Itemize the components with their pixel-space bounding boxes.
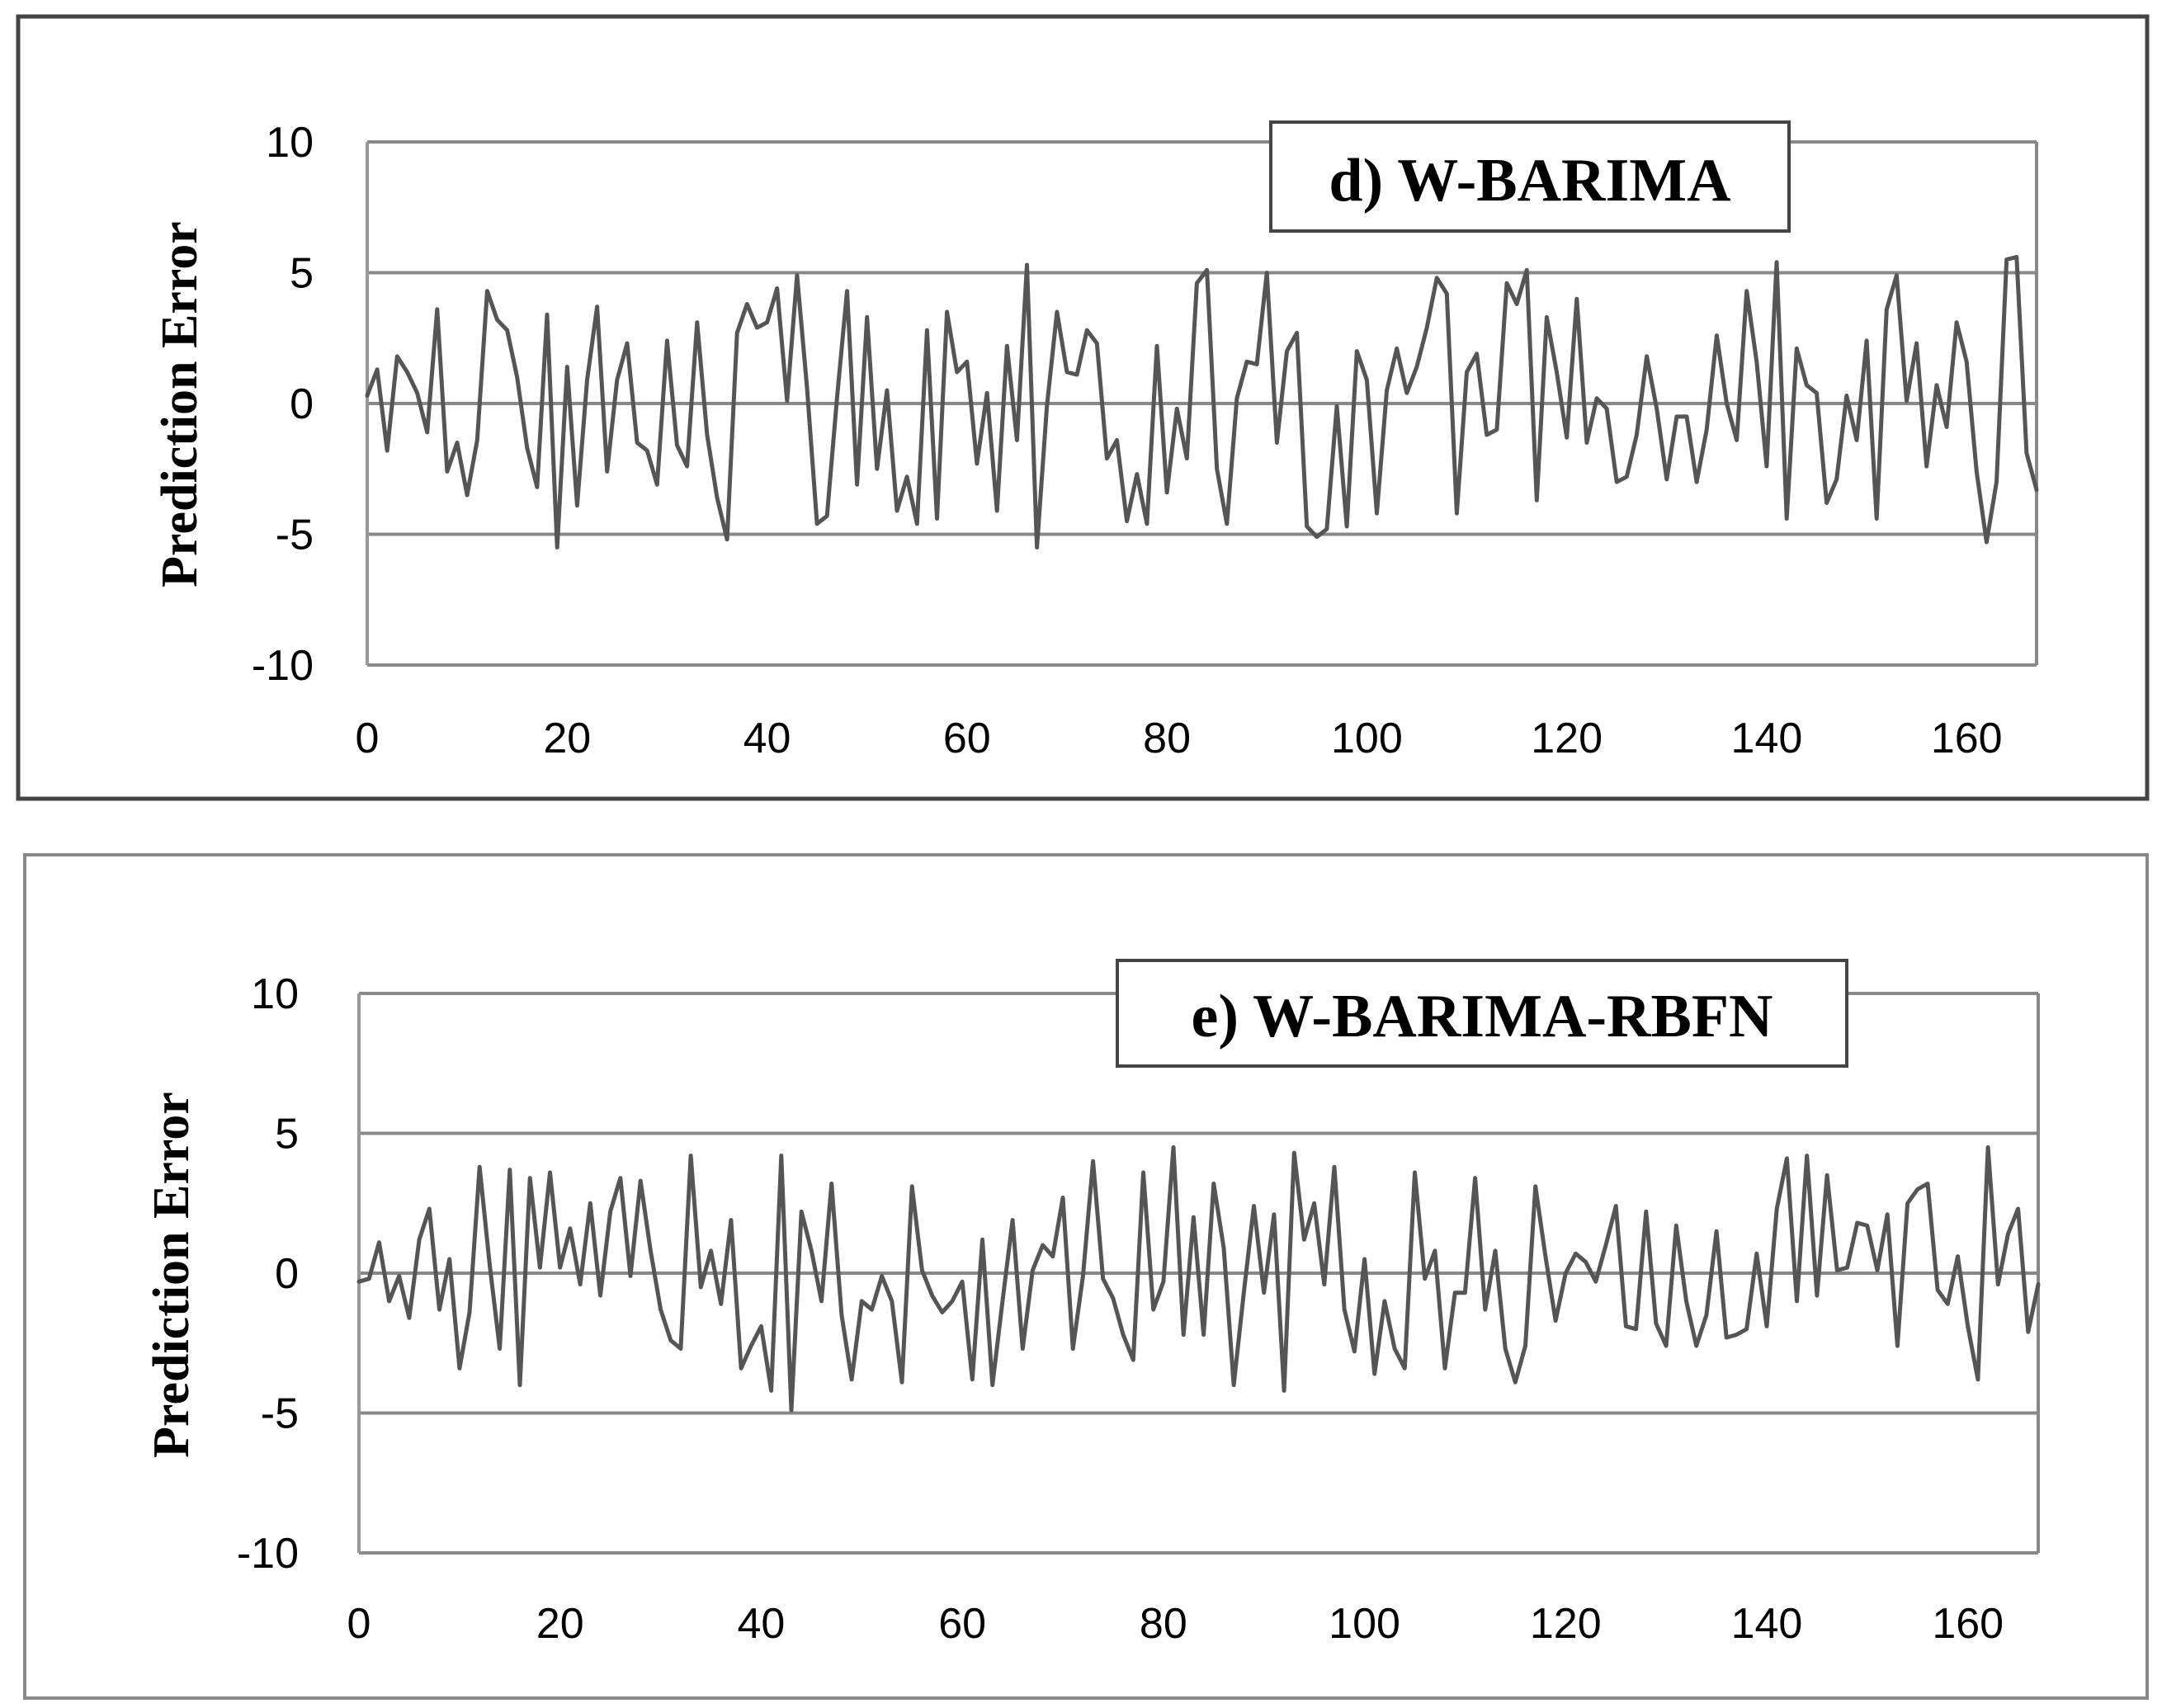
panel-e-x-tick-label: 60 [938, 1600, 986, 1648]
panel-e-x-tick-label: 100 [1329, 1600, 1400, 1648]
panel-d-y-tick-label: 5 [290, 250, 314, 298]
panel-e-series-line [356, 1145, 2041, 1413]
panel-e-title-box: e) W-BARIMA-RBFN [1116, 959, 1848, 1068]
panel-d-x-tick-label: 60 [943, 715, 991, 762]
panel-e-x-tick-label: 140 [1731, 1600, 1803, 1648]
panel-d-x-tick-label: 100 [1331, 715, 1403, 762]
panel-d-x-tick-label: 80 [1143, 715, 1191, 762]
panel-d-title-box: d) W-BARIMA [1269, 120, 1791, 233]
panel-d-y-tick-label: -10 [252, 642, 314, 690]
panel-d-x-tick-label: 40 [743, 715, 791, 762]
panel-d-x-tick-label: 160 [1931, 715, 2003, 762]
panel-e-y-tick-label: 5 [275, 1111, 299, 1158]
panel-d-series-line [365, 255, 2039, 550]
panel-e-x-tick-label: 0 [347, 1600, 371, 1648]
panel-d-ylabel: Prediction Error [152, 221, 208, 587]
panel-d-y-tick-label: -5 [276, 512, 314, 559]
panel-e-x-tick-label: 20 [536, 1600, 584, 1648]
panel-e-y-tick-label: 0 [275, 1250, 299, 1298]
panel-d-title: d) W-BARIMA [1329, 147, 1730, 215]
panel-d-x-tick-label: 140 [1731, 715, 1803, 762]
panel-e-x-tick-label: 120 [1530, 1600, 1602, 1648]
panel-d-y-tick-label: 10 [266, 119, 314, 167]
panel-d-x-tick-label: 0 [356, 715, 380, 762]
panel-e-plot-area: 10 5 0 -5 -10 0 20 40 60 80 100 120 140 160 [237, 970, 2041, 1648]
panel-e-y-tick-label: 10 [251, 970, 299, 1018]
panel-d-x-tick-label: 120 [1531, 715, 1603, 762]
panel-d-x-tick-label: 20 [543, 715, 591, 762]
panel-d-frame [16, 14, 2150, 801]
panel-e-title: e) W-BARIMA-RBFN [1192, 983, 1773, 1050]
panel-d-plot-area: 10 5 0 -5 -10 0 20 40 60 80 100 120 140 160 [252, 119, 2039, 762]
panel-e-ylabel: Prediction Error [144, 1092, 200, 1458]
panel-e-y-tick-label: -10 [237, 1530, 299, 1578]
panel-d-y-tick-label: 0 [290, 380, 314, 428]
panel-e-x-tick-label: 40 [738, 1600, 786, 1648]
panel-e-y-tick-label: -5 [261, 1390, 299, 1438]
panel-e-x-tick-label: 80 [1140, 1600, 1187, 1648]
panel-e-frame [23, 853, 2149, 1700]
panel-e-x-tick-label: 160 [1932, 1600, 2004, 1648]
